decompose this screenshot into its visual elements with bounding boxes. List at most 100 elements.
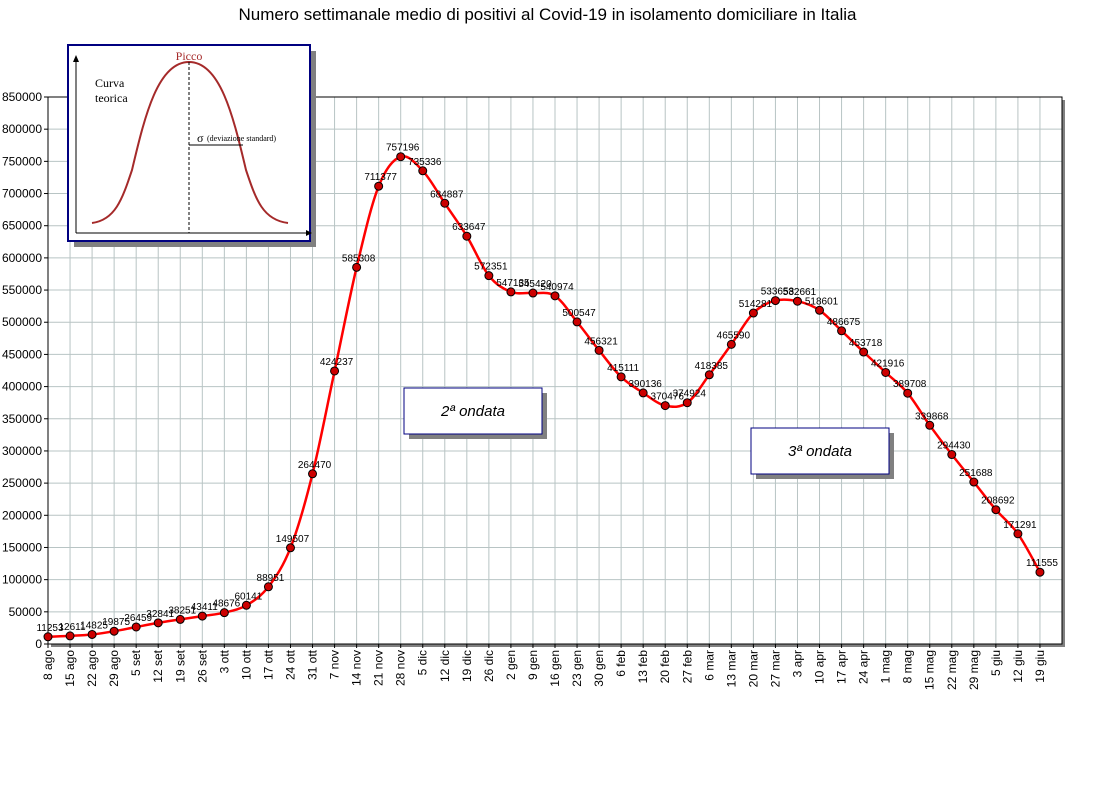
x-tick-label: 3 apr <box>790 650 804 677</box>
x-tick-label: 26 set <box>195 649 209 682</box>
data-label: 711377 <box>364 172 397 183</box>
x-tick-label: 31 ott <box>306 649 320 680</box>
data-label: 572351 <box>474 262 508 273</box>
chart-title: Numero settimanale medio di positivi al … <box>238 5 857 24</box>
x-tick-label: 2 gen <box>504 650 518 680</box>
data-labels: 1125312611148251987526459328413825143411… <box>36 143 1058 634</box>
data-point <box>462 231 472 241</box>
data-label: 38251 <box>168 605 196 616</box>
theoretical-curve-inset: Picco Curva teorica σ (deviazione standa… <box>67 44 316 247</box>
data-point <box>175 614 185 624</box>
data-label: 149507 <box>276 534 310 545</box>
y-tick-label: 650000 <box>2 219 42 233</box>
axes-layer <box>44 96 1063 648</box>
data-point <box>528 288 538 298</box>
y-tick-label: 400000 <box>2 380 42 394</box>
data-point <box>881 367 891 377</box>
x-tick-label: 10 apr <box>813 650 827 684</box>
data-point <box>616 372 626 382</box>
data-point <box>859 347 869 357</box>
x-tick-label: 27 mar <box>768 650 782 687</box>
data-point <box>330 366 340 376</box>
wave-2-label: 2ª ondata <box>440 403 505 420</box>
x-tick-label: 19 dic <box>460 650 474 682</box>
y-tick-label: 200000 <box>2 508 42 522</box>
data-point <box>285 543 295 553</box>
inset-curve-label-2: teorica <box>95 91 128 105</box>
x-tick-label: 19 giu <box>1033 650 1047 683</box>
inset-curve-label-1: Curva <box>95 76 125 90</box>
data-label: 171291 <box>1003 520 1037 531</box>
data-point <box>1035 567 1045 577</box>
data-label: 684887 <box>430 189 464 200</box>
inset-peak-label: Picco <box>176 49 203 63</box>
data-point <box>308 469 318 479</box>
data-label: 500547 <box>562 308 596 319</box>
data-point <box>660 401 670 411</box>
data-label: 533658 <box>761 287 795 298</box>
x-axis-ticks: 8 ago 15 ago 22 ago 29 ago 5 set 12 set 19 set… <box>41 649 1047 690</box>
data-label: 43411 <box>191 602 219 613</box>
data-label: 370476 <box>651 392 685 403</box>
y-tick-label: 500000 <box>2 315 42 329</box>
data-label: 453718 <box>849 338 883 349</box>
x-tick-label: 28 nov <box>394 650 408 686</box>
y-tick-label: 150000 <box>2 540 42 554</box>
data-point <box>109 626 119 636</box>
x-tick-label: 21 nov <box>372 650 386 686</box>
x-tick-label: 8 mag <box>901 650 915 683</box>
data-point <box>1013 529 1023 539</box>
data-point <box>704 370 714 380</box>
data-point <box>153 618 163 628</box>
data-label: 390136 <box>628 379 662 390</box>
data-label: 19875 <box>102 617 130 628</box>
data-point <box>263 582 273 592</box>
x-tick-label: 12 set <box>151 649 165 682</box>
data-point <box>241 600 251 610</box>
data-point <box>374 181 384 191</box>
plot-frame <box>47 96 1063 645</box>
x-tick-label: 16 gen <box>548 650 562 687</box>
x-tick-label: 30 gen <box>592 650 606 687</box>
x-tick-label: 6 mar <box>702 650 716 681</box>
x-tick-label: 24 apr <box>857 650 871 684</box>
x-tick-label: 7 nov <box>328 650 342 679</box>
data-point <box>770 296 780 306</box>
data-point <box>352 262 362 272</box>
x-tick-label: 27 feb <box>680 650 694 684</box>
x-tick-label: 1 mag <box>879 650 893 683</box>
data-label: 208692 <box>981 496 1015 507</box>
wave-3-box: 3ª ondata <box>750 427 894 479</box>
data-label: 514281 <box>739 299 773 310</box>
series-layer <box>43 152 1045 642</box>
inset-sigma-label: (deviazione standard) <box>207 134 276 143</box>
data-label: 294430 <box>937 441 971 452</box>
data-point <box>925 420 935 430</box>
data-label: 735336 <box>408 157 442 168</box>
data-label: 518601 <box>805 296 839 307</box>
y-axis-ticks: 0 50000 100000 150000 200000 250000 300000 3500… <box>2 90 42 651</box>
x-tick-label: 14 nov <box>350 650 364 686</box>
y-tick-label: 300000 <box>2 444 42 458</box>
data-point <box>969 477 979 487</box>
data-label: 540974 <box>540 282 574 293</box>
data-label: 264470 <box>298 460 332 471</box>
data-point <box>792 296 802 306</box>
y-tick-label: 100000 <box>2 573 42 587</box>
y-tick-label: 350000 <box>2 412 42 426</box>
y-tick-label: 600000 <box>2 251 42 265</box>
data-label: 465590 <box>717 330 751 341</box>
x-tick-label: 9 gen <box>526 650 540 680</box>
data-point <box>506 287 516 297</box>
y-tick-label: 0 <box>35 637 42 651</box>
x-tick-label: 5 dic <box>416 650 430 675</box>
data-point <box>65 631 75 641</box>
data-point <box>594 345 604 355</box>
data-point <box>947 450 957 460</box>
data-point <box>131 622 141 632</box>
data-point <box>43 632 53 642</box>
data-point <box>550 291 560 301</box>
data-point <box>991 505 1001 515</box>
x-tick-label: 13 mar <box>724 650 738 687</box>
wave-3-label: 3ª ondata <box>788 443 852 460</box>
